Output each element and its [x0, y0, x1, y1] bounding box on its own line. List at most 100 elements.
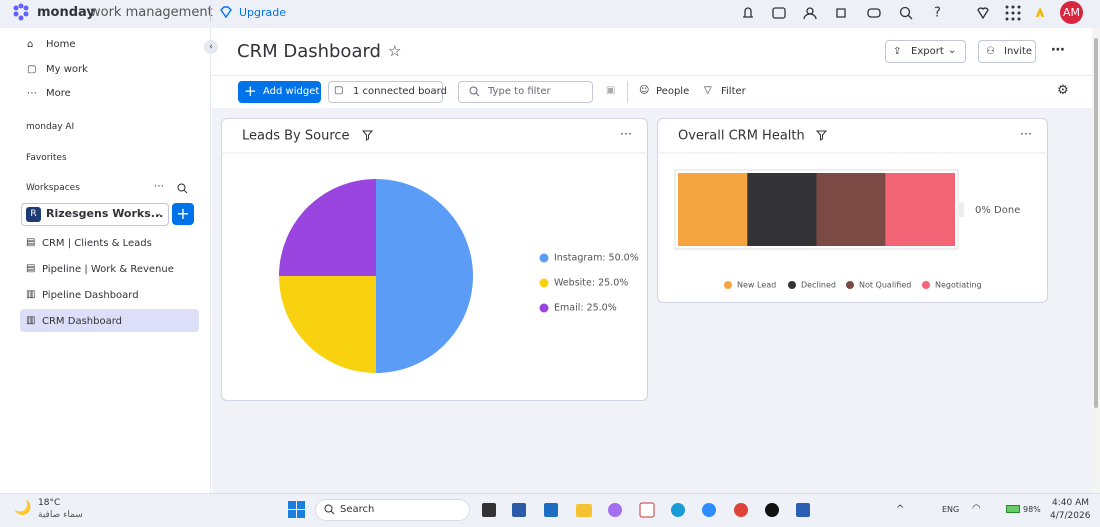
widget-title: Overall CRM Health — [678, 129, 805, 144]
chevron: ⌄ — [948, 45, 957, 56]
board-item[interactable]: Pipeline | Work & Revenue — [42, 264, 174, 275]
avatar[interactable]: AM — [1060, 1, 1083, 24]
annotation: 0% Done — [975, 205, 1020, 216]
workspaces: Workspaces — [26, 183, 80, 193]
export[interactable]: Export — [911, 46, 944, 57]
top-bar — [0, 0, 1100, 28]
temperature: 18°C — [38, 498, 61, 508]
board-item[interactable]: Pipeline Dashboard — [42, 290, 139, 301]
upgrade-icon — [220, 6, 232, 19]
filter-input[interactable] — [458, 81, 593, 103]
divider — [210, 5, 211, 21]
taskbar-search[interactable] — [315, 499, 470, 521]
export-button[interactable] — [885, 40, 966, 63]
divider — [627, 81, 628, 103]
add-widget-button[interactable] — [238, 81, 321, 103]
legend-dot — [788, 281, 796, 289]
scrollbar — [1092, 28, 1100, 493]
legend-label: Negotiating — [935, 281, 982, 290]
workspace-menu[interactable]: ⋯ — [154, 181, 164, 192]
scroll-stub — [958, 202, 964, 217]
separator — [212, 75, 1092, 76]
board-icon: ▥ — [26, 315, 36, 326]
weather-icon: 🌙 — [14, 500, 32, 516]
nav-icon: ⌂ — [27, 39, 34, 50]
save-icon[interactable]: ▣ — [606, 85, 616, 96]
time: 4:40 AM — [1052, 498, 1089, 508]
star[interactable]: ☆ — [388, 42, 402, 60]
people[interactable]: People — [656, 86, 690, 97]
search-icon[interactable] — [177, 183, 188, 194]
selected-bg — [20, 309, 199, 332]
sidebar — [8, 28, 211, 493]
bar-segment — [816, 173, 886, 246]
search-icon — [324, 504, 335, 515]
filter-placeholder: Type to filter — [488, 86, 551, 97]
bar-segment — [885, 173, 955, 246]
date: 4/7/2026 — [1050, 511, 1091, 521]
filter-icon: ▽ — [704, 85, 712, 96]
tray-chevron[interactable]: ^ — [896, 504, 905, 515]
nav-icon: ⋯ — [27, 88, 37, 99]
settings[interactable]: ⚙ — [1057, 83, 1069, 98]
invite[interactable]: Invite — [1004, 46, 1033, 57]
battery-icon — [1006, 505, 1020, 513]
upgrade[interactable]: Upgrade — [239, 6, 287, 19]
workspace-name: Rizesgens Works... — [46, 207, 164, 220]
nav-item[interactable]: My work — [46, 64, 88, 75]
board-icon: ▤ — [26, 237, 36, 248]
connected-button[interactable] — [328, 81, 443, 103]
legend-dot — [846, 281, 854, 289]
legend-dot — [539, 278, 549, 288]
nav-icon: ▢ — [27, 64, 37, 75]
nav-item[interactable]: Home — [46, 39, 76, 50]
start-button[interactable] — [288, 501, 306, 519]
workspace-select[interactable] — [21, 203, 169, 226]
legend-dot — [724, 281, 732, 289]
export-icon: ⇪ — [893, 46, 902, 57]
add-widget[interactable]: Add widget — [263, 86, 320, 97]
legend-dot — [922, 281, 930, 289]
widget-menu: ⋯ — [620, 127, 632, 141]
filter[interactable]: Filter — [721, 86, 746, 97]
plus: + — [244, 82, 257, 100]
connected[interactable]: 1 connected board — [353, 86, 447, 97]
product: work management — [90, 5, 213, 20]
pie-slice — [279, 179, 376, 276]
language: ENG — [942, 505, 960, 514]
logo — [13, 3, 29, 21]
widget-menu: ⋯ — [1020, 127, 1032, 141]
board-item[interactable]: CRM | Clients & Leads — [42, 238, 152, 249]
pie-slice — [376, 179, 473, 373]
wifi-icon: ◠ — [972, 503, 981, 514]
people-icon: ☺ — [639, 85, 650, 96]
legend-dot — [539, 253, 549, 263]
add-button[interactable]: + — [172, 203, 194, 225]
board-icon: ▢ — [334, 85, 344, 96]
legend-label: Email: 25.0% — [554, 303, 617, 314]
monday-ai[interactable]: monday AI — [26, 122, 75, 132]
chevron: ⌄ — [154, 208, 163, 219]
collapse[interactable]: ‹ — [204, 40, 218, 54]
charts: Leads By Source ⋯ Instagram: 50.0% Website:… — [221, 127, 1048, 373]
widget-title: Leads By Source — [242, 129, 350, 144]
taskbar-search-text: Search — [340, 504, 375, 515]
svg-text:?: ? — [934, 6, 941, 21]
filter-icon — [815, 130, 828, 141]
taskbar-apps — [482, 502, 810, 518]
bar-segment — [747, 173, 817, 246]
invite-button[interactable] — [978, 40, 1036, 63]
more-menu[interactable]: ⋯ — [1051, 42, 1065, 58]
weather: سماء صافية — [38, 510, 83, 520]
invite-icon: ⚇ — [986, 46, 995, 57]
search-icon — [469, 86, 480, 97]
nav-item[interactable]: More — [46, 88, 71, 99]
legend-label: Instagram: 50.0% — [554, 253, 639, 264]
board-icon: ▥ — [26, 289, 36, 300]
battery: 98% — [1023, 505, 1041, 514]
workspace-icon: R — [26, 207, 41, 222]
favorites[interactable]: Favorites — [26, 153, 67, 163]
board-item[interactable]: CRM Dashboard — [42, 316, 122, 327]
top-icons: ? — [743, 5, 1045, 21]
page-title: CRM Dashboard — [237, 41, 381, 62]
